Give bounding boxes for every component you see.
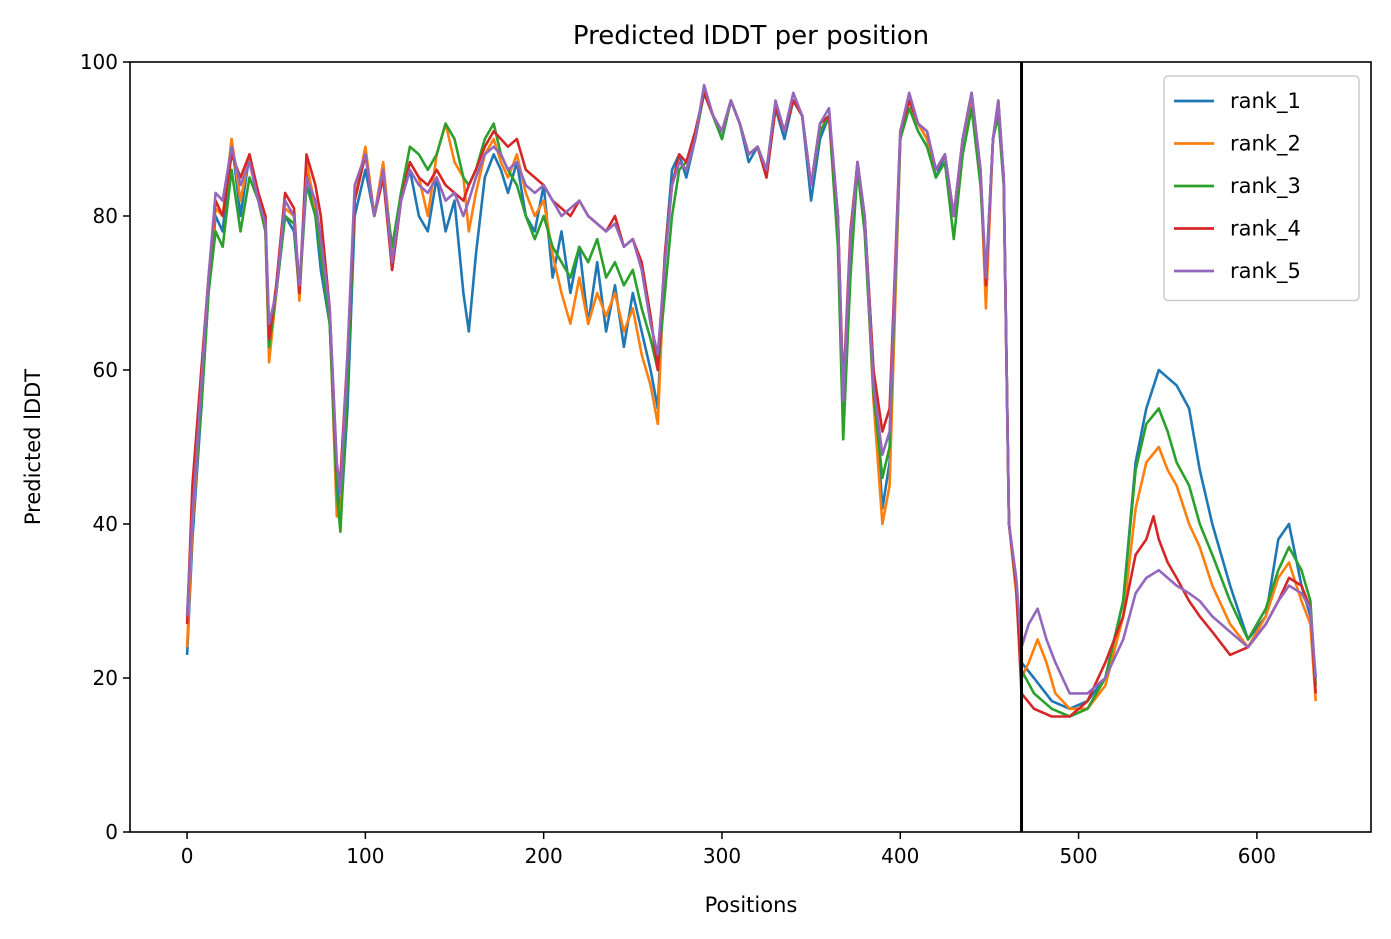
series-line-rank_2	[185, 91, 1317, 711]
y-tick-label: 80	[93, 204, 118, 228]
y-tick-label: 100	[80, 50, 118, 74]
x-tick-label: 200	[525, 844, 563, 868]
plot-lines	[185, 83, 1317, 718]
x-tick-label: 500	[1059, 844, 1097, 868]
legend-label-rank_1: rank_1	[1230, 89, 1301, 114]
y-axis-label: Predicted lDDT	[21, 369, 45, 525]
legend-label-rank_4: rank_4	[1230, 217, 1301, 242]
x-axis: 0 100 200 300 400 500 600	[181, 832, 1276, 868]
y-tick-label: 40	[93, 512, 118, 536]
legend-label-rank_5: rank_5	[1230, 259, 1301, 284]
x-tick-label: 600	[1238, 844, 1276, 868]
x-axis-label: Positions	[705, 893, 798, 917]
x-tick-label: 100	[346, 844, 384, 868]
chart-title: Predicted lDDT per position	[573, 21, 929, 51]
x-tick-label: 300	[703, 844, 741, 868]
y-tick-label: 20	[93, 666, 118, 690]
x-tick-label: 400	[881, 844, 919, 868]
legend: rank_1 rank_2 rank_3 rank_4 rank_5	[1163, 75, 1360, 302]
x-tick-label: 0	[181, 844, 194, 868]
series-line-rank_1	[185, 91, 1317, 711]
y-axis: 0 20 40 60 80 100	[80, 50, 130, 844]
y-tick-label: 60	[93, 358, 118, 382]
legend-box	[1163, 75, 1360, 302]
legend-label-rank_2: rank_2	[1230, 132, 1301, 157]
series-line-rank_5	[185, 83, 1317, 695]
plot-frame	[129, 61, 1372, 833]
legend-label-rank_3: rank_3	[1230, 174, 1301, 199]
y-tick-label: 0	[105, 820, 118, 844]
